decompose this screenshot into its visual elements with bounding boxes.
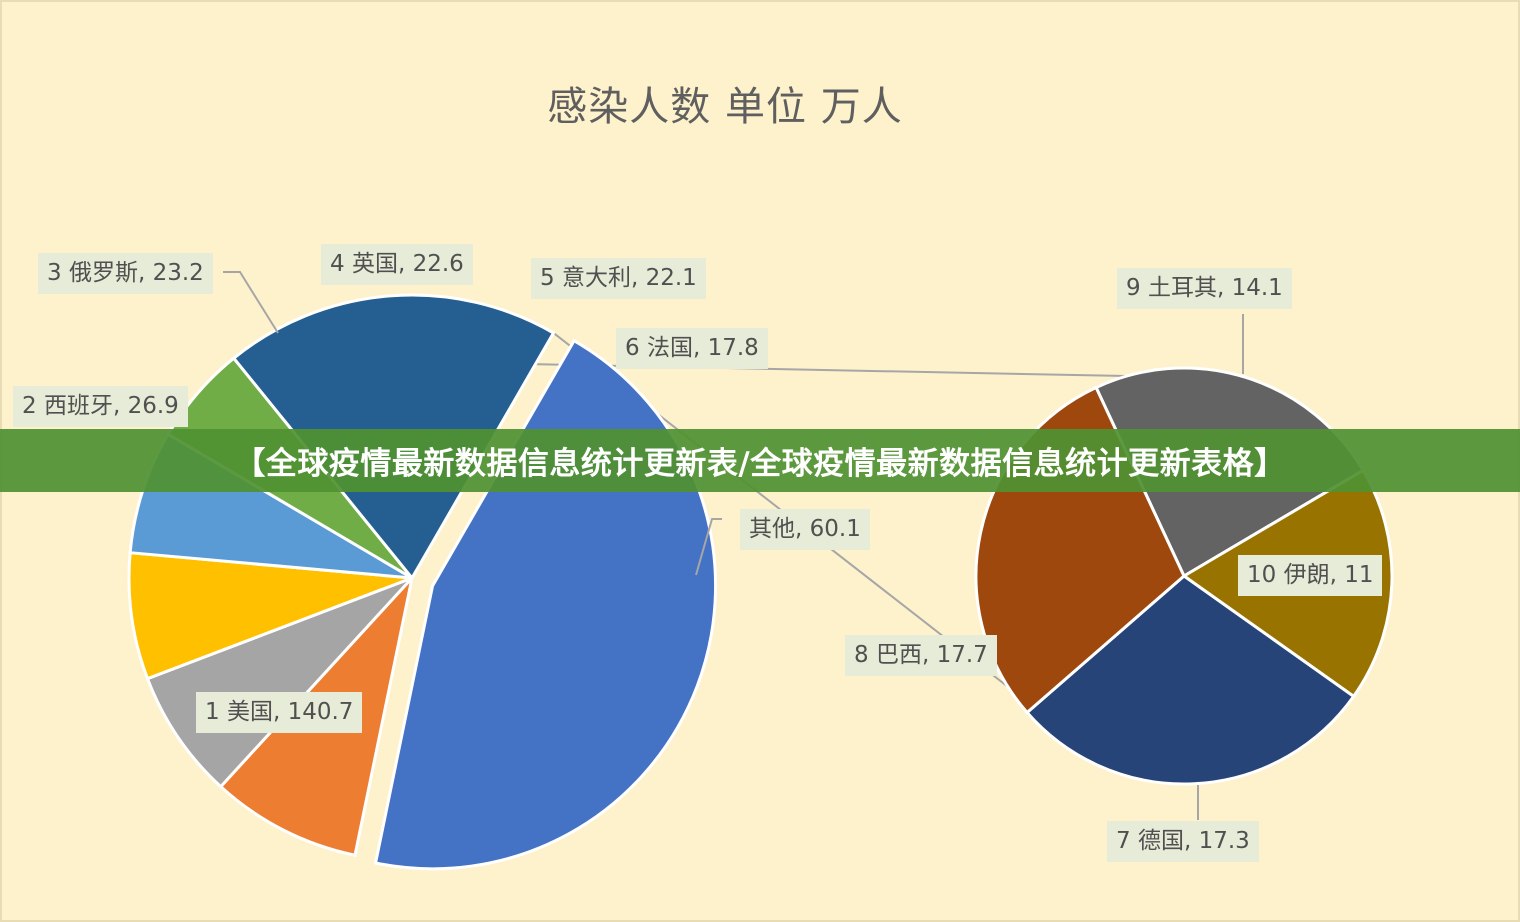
- data-label-5-意大利: 5 意大利, 22.1: [531, 258, 706, 299]
- leader-line-other: [695, 518, 722, 576]
- data-label-9-土耳其: 9 土耳其, 14.1: [1117, 268, 1292, 309]
- secondary-pie-slice-7-德国: [1024, 574, 1356, 786]
- data-label-8-巴西: 8 巴西, 17.7: [845, 635, 997, 676]
- main-pie-slice-4-英国: [127, 551, 413, 681]
- data-label-4-英国: 4 英国, 22.6: [321, 244, 473, 285]
- data-label-10-伊朗: 10 伊朗, 11: [1238, 555, 1383, 596]
- main-pie-slice-3-俄罗斯: [145, 576, 414, 789]
- data-label-其他: 其他, 60.1: [740, 509, 870, 550]
- data-label-1-美国: 1 美国, 140.7: [196, 692, 363, 733]
- data-label-3-俄罗斯: 3 俄罗斯, 23.2: [38, 253, 213, 294]
- leader-line-russia: [223, 271, 279, 334]
- banner-overlay: 【全球疫情最新数据信息统计更新表/全球疫情最新数据信息统计更新表格】: [0, 429, 1520, 492]
- chart-title: 感染人数 单位 万人: [547, 84, 903, 130]
- data-label-6-法国: 6 法国, 17.8: [616, 328, 768, 369]
- data-label-2-西班牙: 2 西班牙, 26.9: [13, 386, 188, 427]
- data-label-7-德国: 7 德国, 17.3: [1107, 821, 1259, 862]
